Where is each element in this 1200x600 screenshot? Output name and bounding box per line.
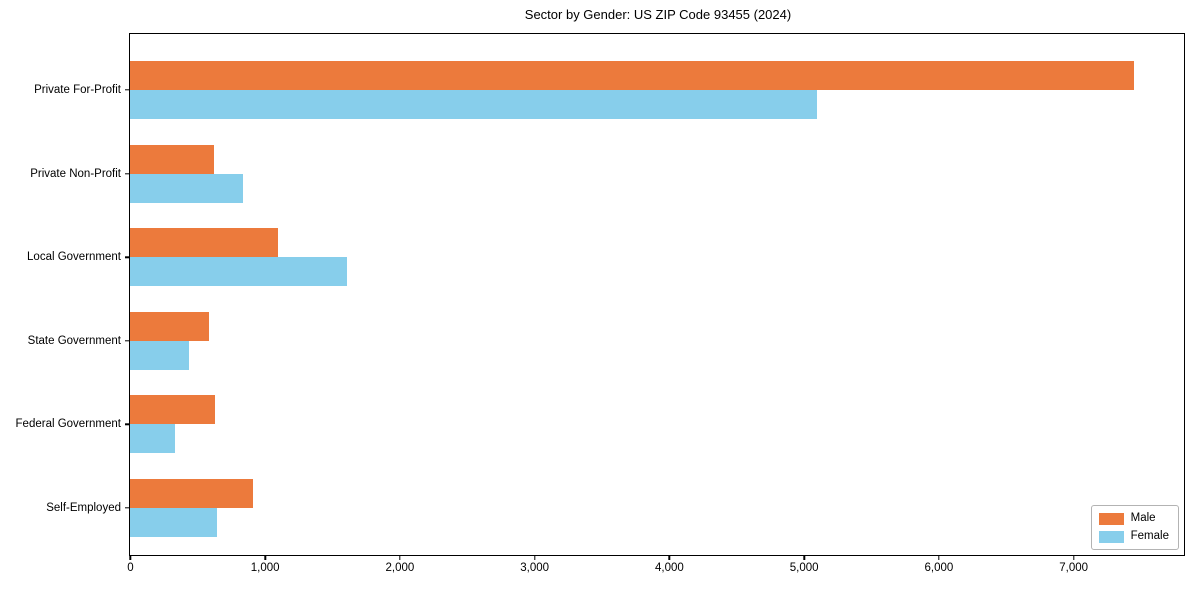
x-tick-label: 0 (127, 562, 134, 574)
x-tick-mark (533, 556, 536, 560)
plot-area: Male Female (129, 33, 1185, 556)
y-tick-label: Private Non-Profit (30, 167, 121, 180)
legend-entry-male: Male (1098, 512, 1169, 525)
legend-label-female: Female (1130, 530, 1169, 542)
x-tick-mark (668, 556, 671, 560)
chart-title: Sector by Gender: US ZIP Code 93455 (202… (524, 7, 792, 22)
bar-female-5 (130, 508, 217, 537)
x-tick-mark (803, 556, 805, 560)
x-tick-mark (264, 556, 266, 560)
y-tick-label: Local Government (27, 251, 121, 264)
legend-swatch-female (1098, 530, 1124, 543)
bar-male-1 (130, 144, 215, 174)
y-tick-mark (125, 172, 129, 175)
y-axis-ticks (125, 34, 129, 555)
legend: Male Female (1090, 505, 1179, 550)
x-tick-mark (399, 556, 401, 560)
bar-female-4 (130, 424, 176, 454)
y-tick-label: State Government (27, 334, 121, 347)
y-tick-mark (125, 340, 129, 342)
legend-swatch-male (1098, 512, 1124, 525)
y-axis-labels: Private For-Profit Private Non-Profit Loca… (0, 34, 121, 555)
x-tick-label: 7,000 (1059, 562, 1089, 574)
y-tick-mark (125, 507, 129, 509)
x-tick-label: 1,000 (250, 562, 280, 574)
bar-female-0 (130, 90, 818, 119)
y-tick-label: Federal Government (15, 418, 121, 431)
bar-female-3 (130, 340, 190, 370)
x-tick-label: 6,000 (924, 562, 954, 574)
bars-container (130, 34, 1184, 555)
bar-male-5 (130, 479, 254, 508)
legend-label-male: Male (1130, 512, 1156, 524)
bar-female-2 (130, 257, 347, 287)
bar-female-1 (130, 173, 244, 203)
bar-male-0 (130, 61, 1134, 90)
x-axis-tick-labels: 0 1,000 2,000 3,000 4,000 5,000 6,000 7,000 (127, 562, 1184, 578)
y-tick-label: Self-Employed (46, 502, 121, 514)
x-tick-mark (1072, 556, 1075, 560)
legend-entry-female: Female (1098, 530, 1169, 543)
y-tick-label: Private For-Profit (34, 84, 121, 96)
y-tick-mark (125, 256, 129, 258)
bar-male-3 (130, 311, 209, 341)
x-tick-label: 4,000 (654, 562, 684, 574)
x-tick-label: 5,000 (789, 562, 819, 574)
x-axis-ticks (129, 556, 1184, 560)
x-tick-mark (938, 556, 940, 560)
x-tick-mark (129, 556, 132, 560)
bar-male-4 (130, 395, 215, 425)
x-tick-label: 3,000 (520, 562, 550, 574)
y-tick-mark (125, 423, 129, 426)
y-tick-mark (125, 89, 129, 91)
bar-male-2 (130, 228, 279, 258)
x-tick-label: 2,000 (385, 562, 415, 574)
